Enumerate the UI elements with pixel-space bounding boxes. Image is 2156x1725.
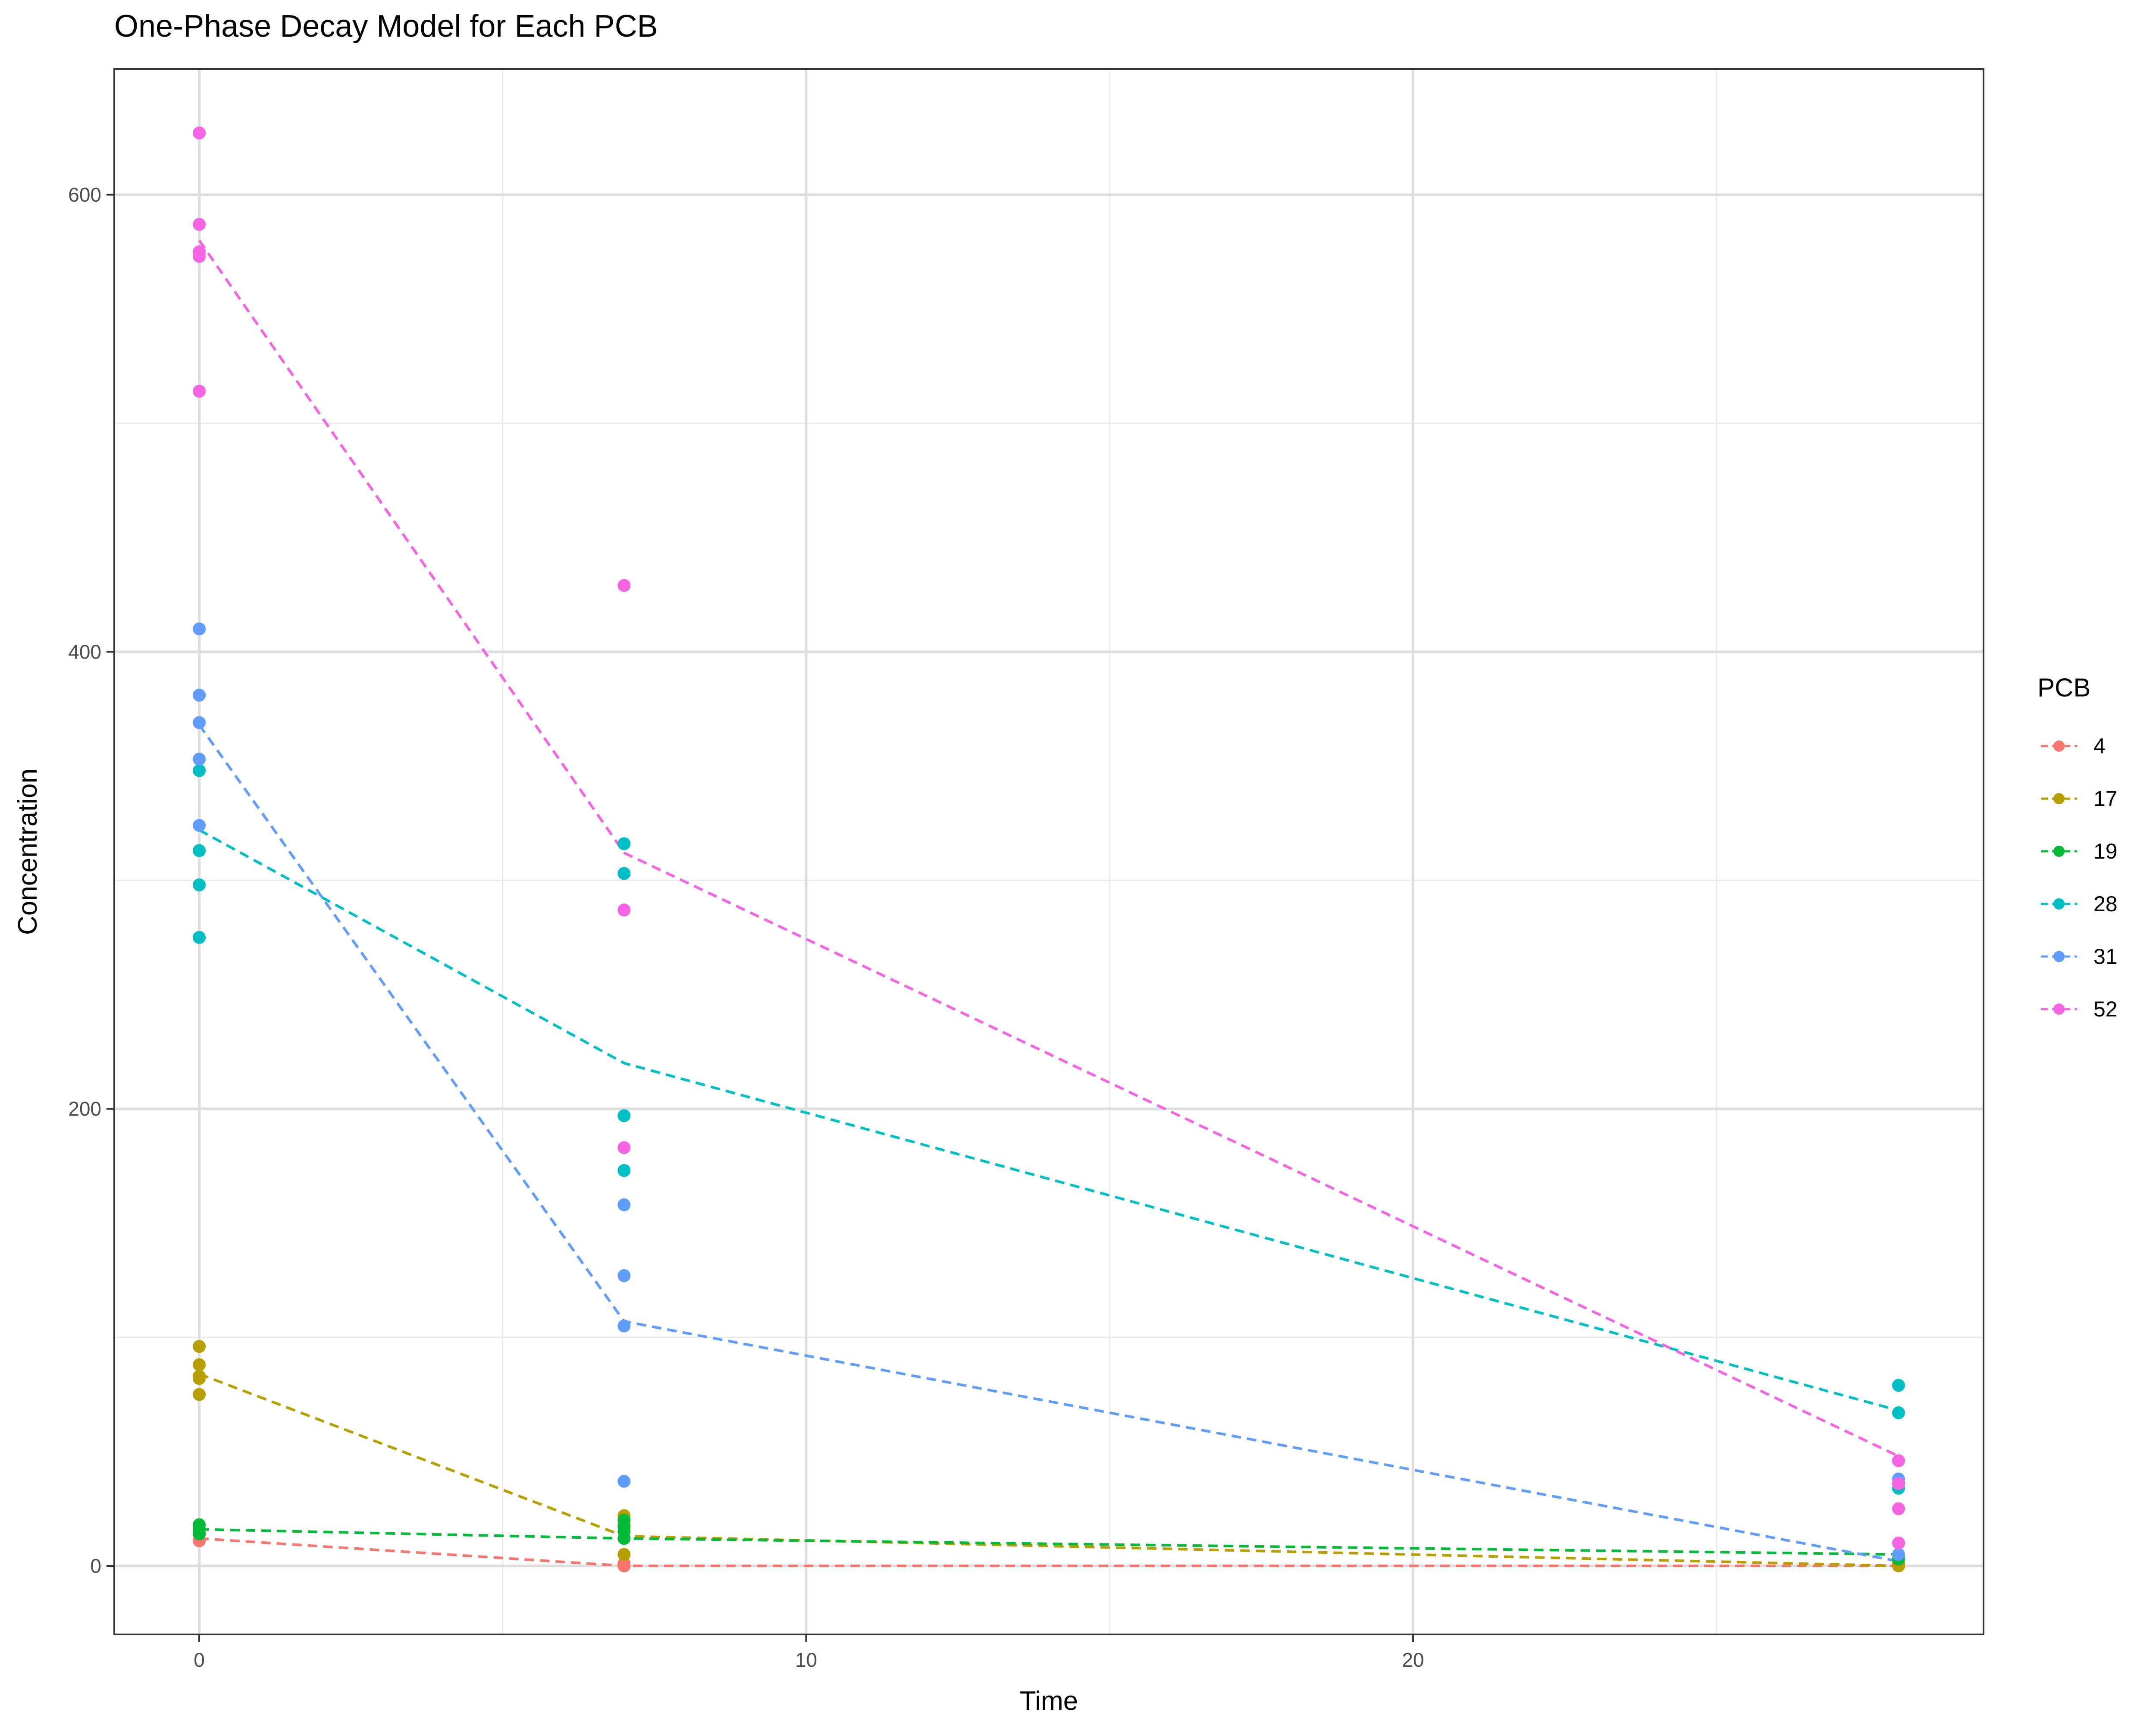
legend-dot-pcb-52 [2053,1004,2065,1015]
data-point-pcb-28 [193,878,206,891]
legend-dot-pcb-4 [2053,740,2065,752]
data-point-pcb-52 [193,250,206,263]
legend-label-pcb-19: 19 [2093,839,2118,863]
data-point-pcb-28 [617,1109,631,1123]
chart-title: One-Phase Decay Model for Each PCB [114,9,658,44]
data-point-pcb-52 [1892,1502,1905,1515]
x-axis-title: Time [1020,1686,1078,1716]
data-point-pcb-52 [617,903,631,917]
legend-label-pcb-52: 52 [2093,997,2118,1021]
legend-title: PCB [2037,673,2091,702]
legend-label-pcb-28: 28 [2093,892,2118,916]
x-tick-label: 20 [1402,1649,1424,1671]
legend-dot-pcb-31 [2053,951,2065,962]
plot-border [113,68,1984,1635]
data-point-pcb-17 [193,1372,206,1385]
y-tick-label: 600 [68,183,101,206]
legend-label-pcb-4: 4 [2093,734,2106,758]
data-point-pcb-31 [193,622,206,636]
data-point-pcb-4 [617,1557,631,1570]
data-point-pcb-28 [1892,1379,1905,1392]
legend-dot-pcb-28 [2053,898,2065,910]
legend-item-pcb-17: 17 [2037,772,2118,825]
legend-label-pcb-31: 31 [2093,944,2118,969]
data-point-pcb-52 [1892,1477,1905,1490]
y-tick-label: 400 [68,640,101,663]
legend: PCB 4 17 19 28 31 52 [2037,673,2118,1035]
legend-label-pcb-17: 17 [2093,787,2118,811]
legend-key-pcb-19 [2041,846,2077,857]
legend-item-pcb-31: 31 [2037,930,2118,983]
x-tick-label: 0 [194,1649,205,1671]
plot-panel [114,69,1984,1634]
data-point-pcb-52 [1892,1454,1905,1468]
data-point-pcb-28 [1892,1406,1905,1419]
data-point-pcb-31 [617,1269,631,1283]
data-point-pcb-31 [1892,1548,1905,1561]
legend-key-pcb-31 [2041,951,2077,962]
data-point-pcb-52 [193,218,206,231]
legend-item-pcb-19: 19 [2037,825,2118,878]
data-point-pcb-31 [617,1319,631,1333]
data-point-pcb-31 [193,819,206,832]
data-point-pcb-31 [617,1198,631,1211]
data-point-pcb-52 [193,385,206,398]
data-point-pcb-31 [193,716,206,729]
data-point-pcb-52 [193,126,206,140]
y-tick-label: 0 [90,1555,101,1577]
x-tick-label: 10 [795,1649,817,1671]
legend-key-pcb-28 [2041,898,2077,910]
legend-dot-pcb-19 [2053,846,2065,857]
data-point-pcb-28 [193,844,206,857]
data-point-pcb-31 [193,689,206,702]
legend-item-pcb-4: 4 [2037,720,2118,772]
data-point-pcb-19 [193,1527,206,1540]
legend-item-pcb-28: 28 [2037,878,2118,930]
legend-key-pcb-4 [2041,740,2077,752]
y-axis-title: Concentration [13,768,43,935]
data-point-pcb-17 [193,1388,206,1401]
legend-item-pcb-52: 52 [2037,983,2118,1035]
data-point-pcb-28 [193,931,206,944]
data-point-pcb-17 [193,1358,206,1371]
data-point-pcb-28 [617,837,631,850]
data-point-pcb-17 [617,1548,631,1561]
legend-items: 4 17 19 28 31 52 [2037,720,2118,1035]
data-point-pcb-31 [617,1474,631,1488]
data-point-pcb-31 [193,753,206,766]
legend-key-pcb-52 [2041,1004,2077,1015]
data-point-pcb-28 [193,764,206,777]
data-point-pcb-52 [617,579,631,592]
data-point-pcb-28 [617,867,631,880]
y-tick-label: 200 [68,1098,101,1120]
data-point-pcb-52 [617,1141,631,1154]
data-point-pcb-52 [1892,1537,1905,1550]
fit-line-pcb-28 [198,829,1899,1412]
data-point-pcb-17 [193,1340,206,1353]
data-point-pcb-28 [617,1164,631,1177]
legend-dot-pcb-17 [2053,793,2065,804]
legend-key-pcb-17 [2041,793,2077,804]
fit-line-pcb-52 [198,239,1899,1458]
data-point-pcb-19 [617,1532,631,1545]
